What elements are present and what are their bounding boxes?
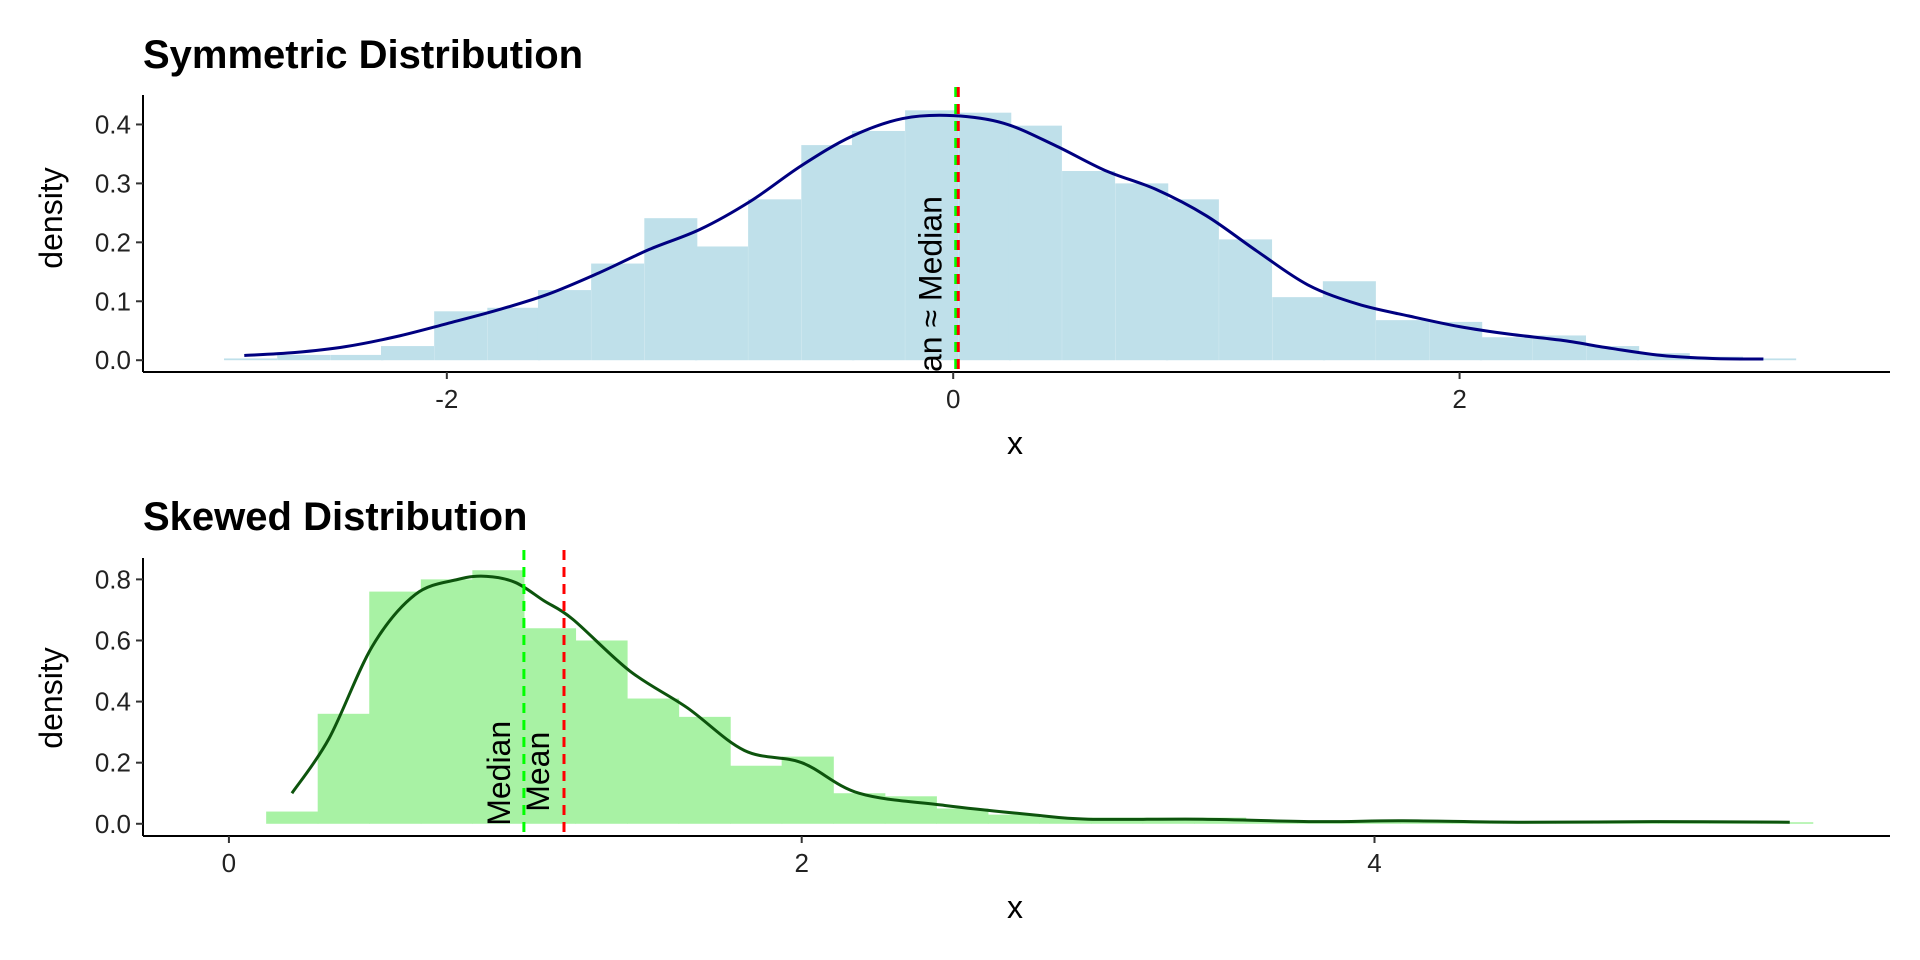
histogram-bar [591, 263, 645, 361]
y-tick-label: 0.1 [95, 286, 131, 316]
panel-title: Symmetric Distribution [143, 33, 583, 77]
histogram-bar [1479, 337, 1533, 361]
y-tick-label: 0.4 [95, 109, 131, 139]
y-tick-label: 0.0 [95, 809, 131, 839]
y-tick-label: 0.4 [95, 687, 131, 717]
histogram-bar [330, 354, 384, 361]
y-tick-label: 0.8 [95, 564, 131, 594]
x-axis-title: x [1007, 425, 1023, 461]
y-tick-label: 0.2 [95, 227, 131, 257]
histogram-bar [748, 199, 802, 361]
mean-median-annotation: an ≈ Median [913, 196, 949, 372]
histogram-bar [537, 290, 591, 361]
y-axis-title: density [33, 167, 69, 268]
x-axis-title: x [1007, 889, 1023, 925]
histogram-bar [1322, 281, 1376, 361]
histogram-bar [781, 756, 834, 824]
mean-annotation: Mean [520, 732, 556, 812]
x-tick-label: 2 [1452, 384, 1466, 414]
histogram-bar [369, 591, 422, 824]
histogram-bar [487, 307, 541, 361]
histogram-bar [317, 713, 370, 824]
histogram-bar [1008, 125, 1062, 361]
histogram-bar [472, 570, 525, 824]
histogram-bar [1743, 358, 1797, 361]
histogram-bar [694, 246, 748, 361]
histogram-bar [1165, 199, 1219, 361]
x-tick-label: 2 [794, 848, 808, 878]
histogram-bar [801, 145, 855, 361]
histogram-bar [1062, 171, 1116, 361]
histogram-bar [936, 808, 989, 824]
histogram-bar [1272, 297, 1326, 361]
skewed-distribution-panel: Skewed Distribution Median Mean 0.0 0.2 0.4… [33, 495, 1890, 925]
histogram-bar [1115, 183, 1169, 361]
histogram-bar [1376, 320, 1430, 361]
y-tick-label: 0.6 [95, 625, 131, 655]
histogram-bar [266, 811, 319, 824]
panel-title: Skewed Distribution [143, 495, 528, 539]
histogram-bar [1142, 817, 1195, 824]
histogram-bar [644, 218, 698, 361]
y-tick-label: 0.3 [95, 168, 131, 198]
density-curve [244, 113, 1764, 361]
histogram-bar [627, 698, 680, 824]
histogram-bar [523, 628, 577, 824]
histogram-bar [987, 814, 1041, 824]
histogram-bar [420, 579, 473, 824]
y-axis-title: density [33, 647, 69, 748]
x-tick-label: 4 [1367, 848, 1381, 878]
x-tick-label: 0 [946, 384, 960, 414]
histogram-bar [1039, 817, 1092, 824]
symmetric-distribution-panel: Symmetric Distribution an ≈ Median 0.0 0.… [33, 33, 1890, 461]
y-tick-label: 0.2 [95, 748, 131, 778]
histogram-bar [678, 716, 731, 824]
y-tick-label: 0.0 [95, 345, 131, 375]
histogram-bar [1219, 239, 1273, 361]
histogram-bar [1245, 820, 1298, 824]
histogram-bar [905, 110, 959, 361]
histogram-bar [381, 346, 435, 361]
histogram-bar [224, 358, 278, 361]
density-curve [290, 574, 1790, 824]
histogram-bar [958, 112, 1012, 361]
histogram-bar [730, 765, 783, 824]
histogram-bar [277, 354, 331, 361]
median-annotation: Median [481, 721, 517, 826]
x-tick-label: 0 [222, 848, 236, 878]
x-tick-label: -2 [435, 384, 458, 414]
histogram-bar [575, 640, 628, 824]
histogram-bar [851, 130, 905, 361]
